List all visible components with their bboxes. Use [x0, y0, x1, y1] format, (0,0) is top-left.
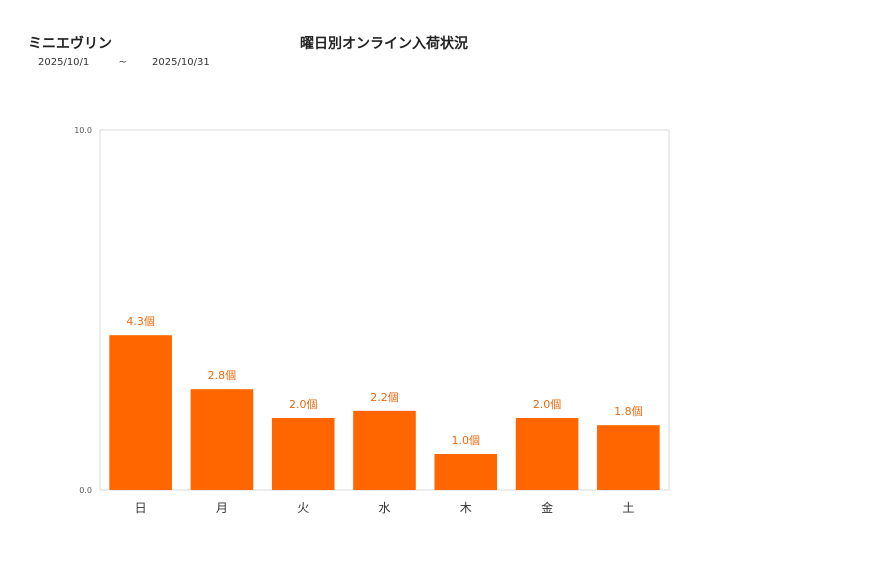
data-label: 2.8個 [208, 369, 237, 382]
date-separator: ~ [118, 57, 127, 68]
y-tick-label: 10.0 [74, 126, 92, 135]
product-title: ミニエヴリン [28, 36, 112, 52]
chart-title: 曜日別オンライン入荷状況 [300, 36, 468, 52]
x-tick-label: 日 [135, 501, 147, 515]
data-label: 4.3個 [126, 315, 155, 328]
date-from: 2025/10/1 [38, 57, 90, 68]
data-label: 2.2個 [370, 391, 399, 404]
bar [515, 418, 579, 490]
bar [271, 418, 335, 490]
data-label: 2.0個 [533, 398, 562, 411]
x-tick-label: 月 [216, 501, 228, 515]
data-label: 2.0個 [289, 398, 318, 411]
bar [190, 389, 254, 490]
x-tick-label: 金 [541, 500, 553, 515]
bar [597, 425, 660, 490]
y-tick-label: 0.0 [79, 486, 92, 495]
x-tick-label: 土 [622, 501, 634, 515]
date-to: 2025/10/31 [152, 57, 210, 68]
bar [353, 410, 416, 490]
x-tick-label: 水 [378, 501, 390, 515]
bar [109, 335, 172, 490]
bar [434, 454, 498, 490]
x-tick-label: 火 [297, 501, 309, 515]
data-label: 1.8個 [614, 405, 643, 418]
date-range: 2025/10/1 ~ 2025/10/31 [38, 57, 210, 68]
data-label: 1.0個 [452, 434, 481, 447]
x-tick-label: 木 [460, 501, 472, 515]
